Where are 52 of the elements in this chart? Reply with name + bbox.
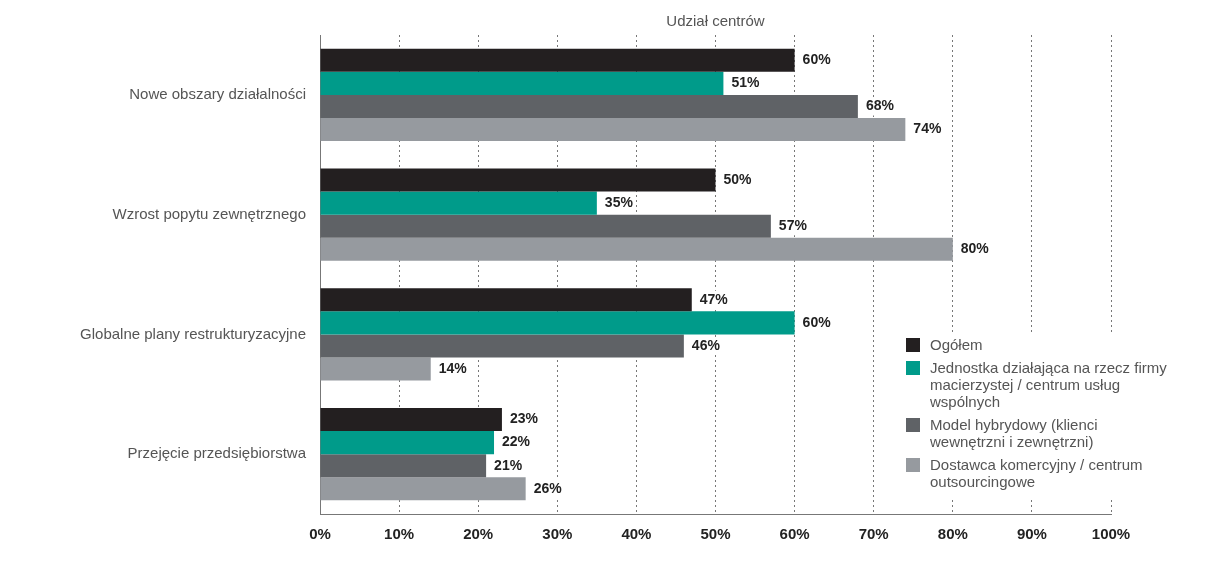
bar — [320, 214, 771, 238]
x-tick-label: 80% — [937, 525, 968, 543]
data-label: 60% — [802, 313, 832, 330]
bar — [320, 454, 487, 478]
data-label: 26% — [533, 479, 563, 496]
y-tick-label: Przejęcie przedsiębiorstwa — [127, 444, 307, 462]
bar — [320, 334, 684, 358]
bar — [320, 168, 716, 192]
x-tick-label: 70% — [858, 525, 889, 543]
data-label: 14% — [438, 359, 468, 376]
x-axis-title: Udział centrów — [666, 11, 765, 29]
bar — [320, 477, 526, 501]
data-label: 21% — [494, 456, 523, 473]
bar — [320, 311, 795, 335]
legend-label: Ogółem — [930, 336, 983, 353]
data-label: 68% — [865, 97, 895, 114]
x-tick-label: 20% — [463, 525, 494, 543]
legend-label: Model hybrydowy (klienci wewnętrzni i zewnętrzni) — [930, 416, 1099, 450]
bar — [320, 94, 858, 118]
bar — [320, 71, 724, 95]
x-tick-label: 30% — [542, 525, 573, 543]
data-label: 80% — [960, 240, 990, 257]
legend-label: Jednostka działająca na rzecz firmy macierzystej / centrum usług wspólnych — [930, 359, 1168, 410]
bar — [320, 191, 597, 215]
x-tick-label: 40% — [621, 525, 652, 543]
y-tick-label: Nowe obszary działalności — [129, 85, 306, 103]
x-tick-label: 10% — [384, 525, 415, 543]
bar — [320, 408, 502, 432]
data-label: 60% — [802, 51, 832, 68]
data-label: 51% — [731, 74, 760, 91]
x-tick-label: 100% — [1091, 525, 1131, 543]
bar — [320, 237, 953, 261]
data-label: 46% — [691, 336, 721, 353]
bar — [320, 117, 906, 141]
x-tick-label: 50% — [700, 525, 731, 543]
data-label: 35% — [604, 193, 634, 210]
data-label: 74% — [913, 120, 942, 137]
y-tick-label: Wzrost popytu zewnętrznego — [112, 204, 306, 222]
data-label: 50% — [723, 170, 753, 187]
data-label: 47% — [699, 290, 729, 307]
data-label: 22% — [502, 433, 531, 450]
bar — [320, 48, 795, 72]
legend-label: Dostawca komercyjny / centrum outsourcingowe — [930, 456, 1144, 490]
bar — [320, 357, 431, 381]
y-tick-label: Globalne plany restrukturyzacyjne — [80, 324, 306, 342]
bar — [320, 431, 495, 455]
bar — [320, 288, 692, 312]
x-tick-label: 60% — [779, 525, 810, 543]
x-tick-label: 0% — [309, 525, 331, 543]
data-label: 23% — [509, 410, 539, 427]
data-label: 57% — [778, 217, 808, 234]
x-tick-label: 90% — [1016, 525, 1047, 543]
